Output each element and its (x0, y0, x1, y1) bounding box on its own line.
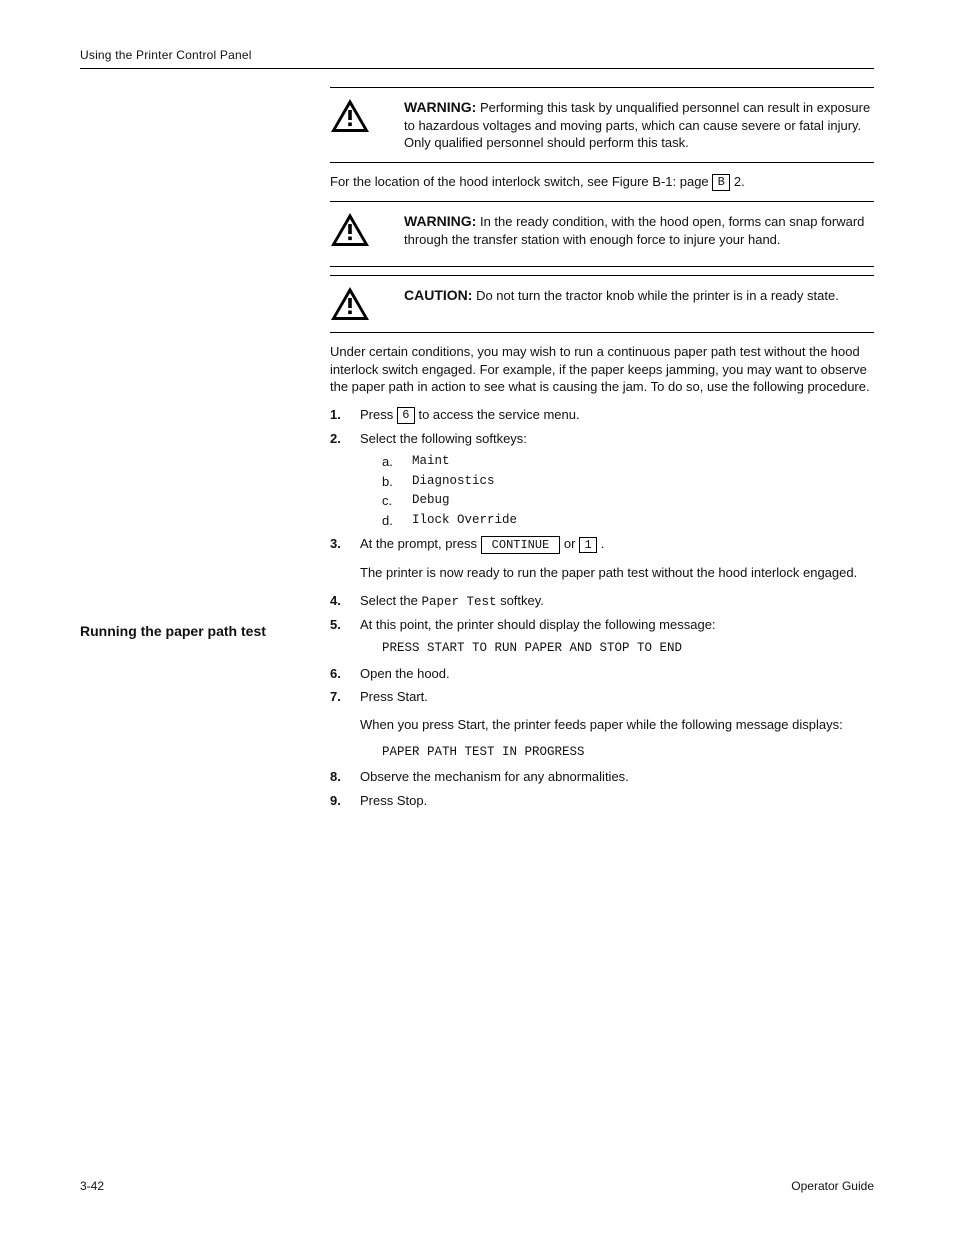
page-footer: 3-42 Operator Guide (80, 1179, 874, 1193)
step-number: 6. (330, 665, 354, 683)
side-heading: Running the paper path test (80, 623, 318, 639)
warning-triangle-icon (330, 98, 370, 134)
step: 8. Observe the mechanism for any abnorma… (330, 768, 874, 786)
step: 1. Press 6 to access the service menu. (330, 406, 874, 424)
softkey-name: Diagnostics (412, 473, 874, 491)
page-ref-key: B (712, 174, 730, 190)
warning-triangle-icon (330, 212, 370, 248)
warning-label: WARNING: (404, 97, 476, 115)
softkey-name: Maint (412, 453, 874, 471)
step-text: Press Start. (360, 688, 874, 706)
list-bullet: d. (382, 512, 406, 530)
step: 4. Select the Paper Test softkey. (330, 592, 874, 611)
step-text: Press Stop. (360, 792, 874, 810)
step: 9. Press Stop. (330, 792, 874, 810)
step-text: Observe the mechanism for any abnormalit… (360, 768, 874, 786)
header-rule (80, 68, 874, 69)
rule (330, 266, 874, 267)
step-number: 8. (330, 768, 354, 786)
step-number: 3. (330, 535, 354, 554)
softkey-name: Debug (412, 492, 874, 510)
warning-callout-2: WARNING: In the ready condition, with th… (330, 202, 874, 258)
step-number: 1. (330, 406, 354, 424)
warning-callout-1: WARNING: Performing this task by unquali… (330, 88, 874, 162)
softkey-name: Paper Test (421, 595, 496, 609)
step-text: At this point, the printer should displa… (360, 616, 874, 634)
display-message: PRESS START TO RUN PAPER AND STOP TO END (382, 640, 874, 657)
step-text: Select the following softkeys: (360, 430, 874, 448)
step-number: 9. (330, 792, 354, 810)
step-text: Press 6 to access the service menu. (360, 406, 874, 424)
list-bullet: a. (382, 453, 406, 471)
step-number: 2. (330, 430, 354, 448)
list-item: d. Ilock Override (382, 512, 874, 530)
list-item: b. Diagnostics (382, 473, 874, 491)
step: 2. Select the following softkeys: (330, 430, 874, 448)
list-item: c. Debug (382, 492, 874, 510)
list-item: a. Maint (382, 453, 874, 471)
rule (330, 162, 874, 163)
step-number: 4. (330, 592, 354, 611)
warning-label: WARNING: (404, 211, 476, 229)
footer-title: Operator Guide (791, 1179, 874, 1193)
running-header: Using the Printer Control Panel (80, 48, 874, 62)
step-text: Open the hood. (360, 665, 874, 683)
step: 6. Open the hood. (330, 665, 874, 683)
caution-text: Do not turn the tractor knob while the p… (476, 288, 839, 303)
text: For the location of the hood interlock s… (330, 174, 712, 189)
keycap-icon: 1 (579, 537, 597, 553)
text: 2. (734, 174, 745, 189)
rule (330, 332, 874, 333)
caution-callout: CAUTION: Do not turn the tractor knob wh… (330, 276, 874, 332)
page-number: 3-42 (80, 1179, 104, 1193)
list-bullet: c. (382, 492, 406, 510)
keycap-icon: 6 (397, 407, 415, 423)
paragraph: For the location of the hood interlock s… (330, 173, 874, 191)
softkey-name: Ilock Override (412, 512, 874, 530)
paragraph: Under certain conditions, you may wish t… (330, 343, 874, 396)
warning-triangle-icon (330, 286, 370, 322)
step-number: 7. (330, 688, 354, 706)
step: 7. Press Start. (330, 688, 874, 706)
paragraph: The printer is now ready to run the pape… (360, 564, 874, 582)
caution-label: CAUTION: (404, 285, 472, 303)
step-text: At the prompt, press CONTINUE or 1 . (360, 535, 874, 554)
step: 5. At this point, the printer should dis… (330, 616, 874, 634)
list-bullet: b. (382, 473, 406, 491)
softkey-sublist: a. Maint b. Diagnostics c. Debug d. Iloc… (330, 453, 874, 529)
step-text: Select the Paper Test softkey. (360, 592, 874, 611)
step-number: 5. (330, 616, 354, 634)
display-message: PAPER PATH TEST IN PROGRESS (382, 744, 874, 761)
keycap-icon: CONTINUE (481, 536, 561, 554)
paragraph: When you press Start, the printer feeds … (360, 716, 874, 734)
step: 3. At the prompt, press CONTINUE or 1 . (330, 535, 874, 554)
